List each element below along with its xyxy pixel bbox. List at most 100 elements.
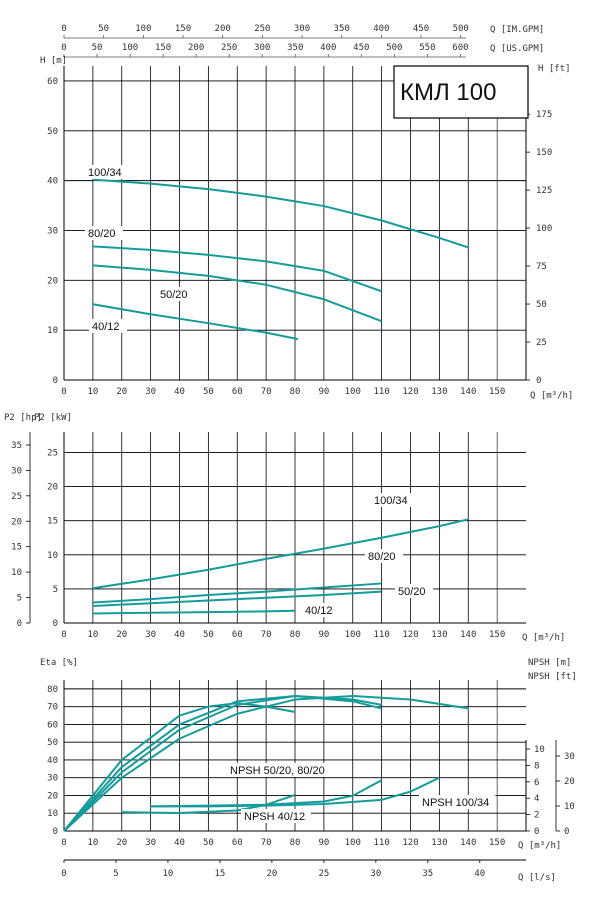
imp-gpm-tick-label: 200 <box>215 24 231 34</box>
ft-tick-label: 125 <box>536 186 552 196</box>
us-gpm-ticks: 0 50 100 150 200 250 300 350 400 450 500 550 600 <box>61 43 469 58</box>
x-tick-label: 50 <box>203 838 214 848</box>
head-y-axis-label: H [m] <box>40 56 67 66</box>
x-tick-label: 70 <box>261 387 272 397</box>
hp-tick-label: 15 <box>11 543 22 553</box>
x-tick-label: 0 <box>61 630 66 640</box>
power-label-100-34: 100/34 <box>374 495 408 507</box>
us-gpm-tick-label: 150 <box>155 43 171 53</box>
eta-x-ls-axis-label: Q [l/s] <box>518 873 556 883</box>
y-tick-label: 60 <box>47 720 58 730</box>
ls-tick-label: 30 <box>370 869 381 879</box>
top-axes: Q [IM.GPM] Q [US.GPM] 0 50 100 150 200 250 300… <box>61 24 544 58</box>
chart-title: КМЛ 100 <box>400 79 496 106</box>
x-tick-label: 80 <box>290 838 301 848</box>
power-label-40-12-bg <box>302 603 340 617</box>
x-tick-label: 90 <box>318 630 329 640</box>
title-box <box>393 65 529 119</box>
x-tick-label: 10 <box>87 387 98 397</box>
power-label-50-20-bg <box>395 584 433 598</box>
power-y-hp-label: P2 [hp] <box>4 413 42 423</box>
y-tick-label: 60 <box>47 77 58 87</box>
x-tick-label: 40 <box>174 630 185 640</box>
y-tick-label: 80 <box>47 685 58 695</box>
y-tick-label: 40 <box>47 756 58 766</box>
x-tick-label: 120 <box>402 838 418 848</box>
npsh-ft-tick-label: 20 <box>564 777 575 787</box>
head-label-100-34-bg <box>85 165 130 179</box>
y-tick-label: 30 <box>47 774 58 784</box>
x-tick-label: 110 <box>373 630 389 640</box>
ft-tick-label: 75 <box>536 262 547 272</box>
head-curve-80-20 <box>92 245 382 293</box>
us-gpm-tick-label: 50 <box>92 43 103 53</box>
us-gpm-unit: Q [US.GPM] <box>490 44 544 54</box>
eta-x-axis-label: Q [m³/h] <box>518 841 561 851</box>
y-tick-label: 10 <box>47 809 58 819</box>
power-label-100-34-bg <box>371 493 416 507</box>
x-tick-label: 120 <box>402 630 418 640</box>
power-curve-100-34 <box>92 518 469 590</box>
ls-tick-label: 40 <box>474 869 485 879</box>
y-tick-label: 20 <box>47 276 58 286</box>
y-tick-label: 10 <box>47 551 58 561</box>
imp-gpm-tick-label: 100 <box>135 24 151 34</box>
npsh-label-50-20-80-20-bg <box>227 763 342 777</box>
ls-tick-label: 0 <box>61 869 66 879</box>
y-tick-label: 10 <box>47 326 58 336</box>
x-tick-label: 20 <box>116 630 127 640</box>
power-label-40-12: 40/12 <box>305 605 333 617</box>
head-curves <box>92 178 469 341</box>
head-panel: 0 10 20 30 40 50 60 0 10 20 30 40 50 60 70 80 90 100 110 12… <box>40 56 573 401</box>
x-tick-label: 30 <box>145 630 156 640</box>
ls-tick-label: 10 <box>163 869 174 879</box>
x-tick-label: 140 <box>460 838 476 848</box>
x-tick-label: 60 <box>232 387 243 397</box>
ft-tick-label: 25 <box>536 338 547 348</box>
y-tick-label: 30 <box>47 226 58 236</box>
us-gpm-tick-label: 400 <box>320 43 336 53</box>
y-tick-label: 15 <box>47 517 58 527</box>
us-gpm-tick-label: 100 <box>122 43 138 53</box>
npsh-label-100-34: NPSH 100/34 <box>422 797 489 809</box>
y-tick-label: 50 <box>47 127 58 137</box>
y-tick-label: 0 <box>53 376 58 386</box>
y-tick-label: 0 <box>53 619 58 629</box>
power-label-80-20-bg <box>365 549 403 563</box>
npsh-y-axis-label: NPSH [m] <box>528 658 571 668</box>
power-curve-80-20 <box>92 582 382 604</box>
x-tick-label: 80 <box>290 630 301 640</box>
npsh-ft-tick-label: 0 <box>564 827 569 837</box>
npsh-tick-label: 4 <box>534 794 539 804</box>
head-x-axis-label: Q [m³/h] <box>530 391 573 401</box>
x-tick-label: 10 <box>87 838 98 848</box>
x-tick-label: 140 <box>460 387 476 397</box>
imp-gpm-tick-label: 50 <box>98 24 109 34</box>
power-curves <box>92 518 469 615</box>
ls-tick-label: 5 <box>113 869 118 879</box>
head-label-50-20: 50/20 <box>160 289 188 301</box>
y-tick-label: 25 <box>47 448 58 458</box>
imp-gpm-unit: Q [IM.GPM] <box>490 25 544 35</box>
x-tick-label: 50 <box>203 630 214 640</box>
ft-tick-label: 50 <box>536 300 547 310</box>
npsh-curves <box>121 776 440 814</box>
x-tick-label: 100 <box>345 630 361 640</box>
imp-gpm-tick-label: 150 <box>175 24 191 34</box>
ft-tick-label: 0 <box>536 376 541 386</box>
y-tick-label: 40 <box>47 177 58 187</box>
x-tick-label: 80 <box>290 387 301 397</box>
x-tick-label: 100 <box>345 838 361 848</box>
imp-gpm-ticks: 0 50 100 150 200 250 300 350 400 450 500 <box>61 24 469 39</box>
head-y-right-label: H [ft] <box>538 64 571 74</box>
ft-tick-label: 150 <box>536 148 552 158</box>
x-tick-label: 30 <box>145 838 156 848</box>
x-tick-label: 130 <box>431 630 447 640</box>
x-tick-label: 120 <box>402 387 418 397</box>
power-label-80-20: 80/20 <box>368 551 396 563</box>
npsh-tick-label: 10 <box>534 745 545 755</box>
